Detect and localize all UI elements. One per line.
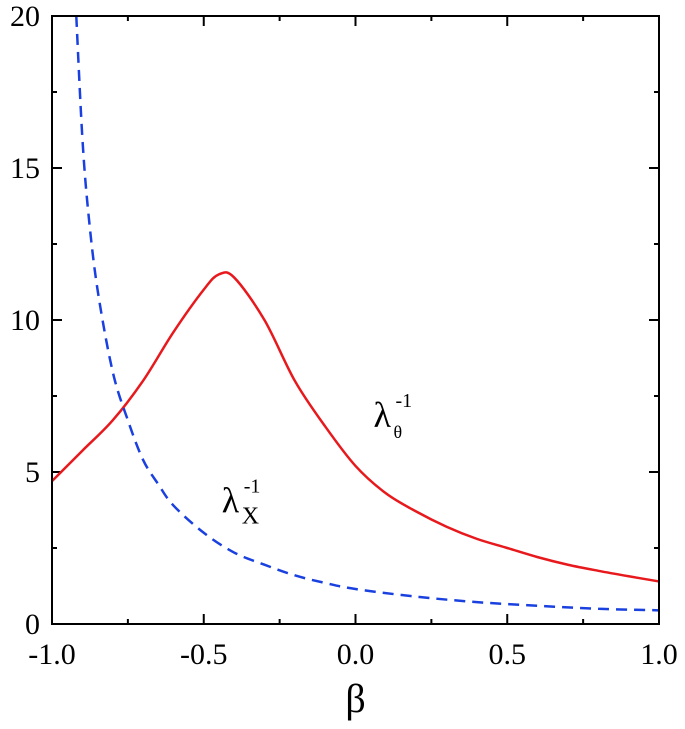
annotation-subscript: X: [242, 503, 259, 529]
series-line-lambda-theta: [51, 271, 660, 583]
x-tick-label: -1.0: [28, 638, 76, 671]
series-line-lambda-x: [75, 15, 660, 612]
x-axis-title: β: [345, 676, 365, 721]
y-tick-label: 0: [25, 608, 40, 641]
annotation-symbol: λ: [222, 480, 240, 520]
y-tick-label: 20: [10, 0, 40, 33]
annotation-symbol: λ: [374, 395, 392, 435]
x-tick-label: 0.5: [489, 638, 527, 671]
x-tick-label: 1.0: [640, 638, 678, 671]
y-tick-label: 15: [10, 152, 40, 185]
series-layer: [51, 15, 660, 612]
x-tick-label: -0.5: [180, 638, 228, 671]
annotation-superscript: -1: [396, 390, 413, 412]
annotation-lambda-x: λ -1 X: [222, 475, 261, 529]
ticks-layer: [51, 15, 660, 625]
annotation-subscript: θ: [394, 422, 403, 442]
annotation-layer: λ -1θλ -1X: [222, 390, 412, 529]
tick-labels-layer: -1.0 -0.5 0.0 0.5 1.0 0 5 10 15 20: [10, 0, 678, 671]
annotation-lambda-theta: λ -1 θ: [374, 390, 413, 442]
annotation-superscript: -1: [244, 475, 261, 497]
plot-frame: [51, 15, 660, 625]
x-tick-label: 0.0: [337, 638, 375, 671]
y-tick-label: 10: [10, 304, 40, 337]
y-tick-label: 5: [25, 456, 40, 489]
